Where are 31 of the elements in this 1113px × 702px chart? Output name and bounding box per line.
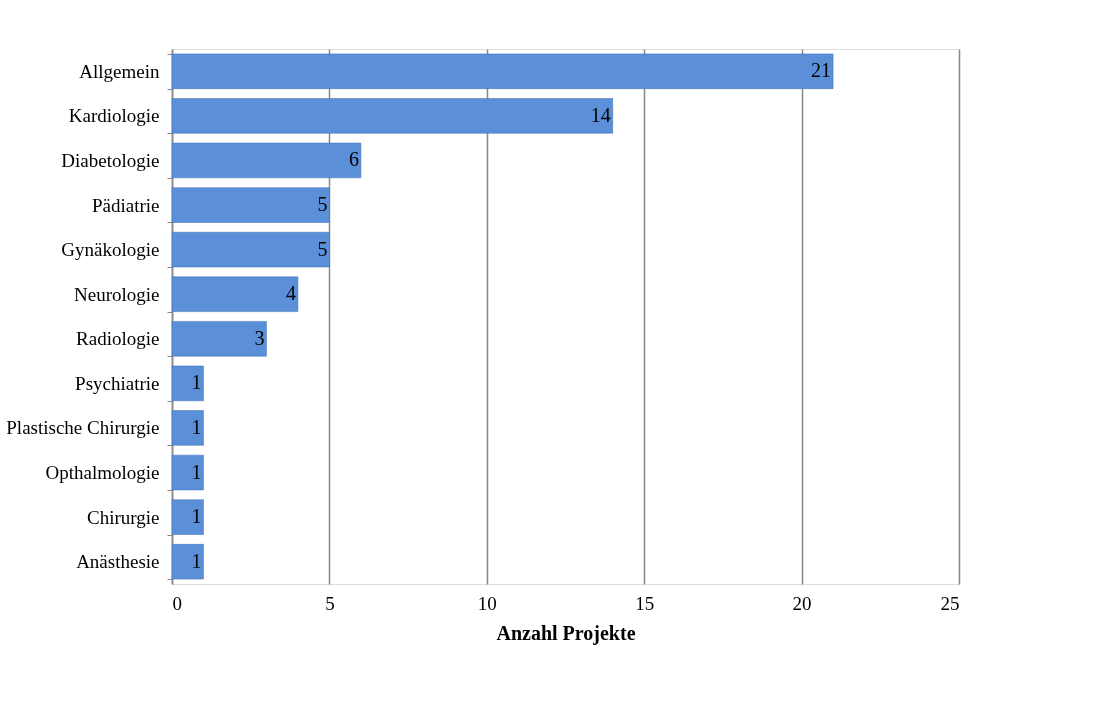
data-label: 14 [590,103,611,126]
y-tick-label: Kardiologie [68,105,160,127]
y-tick-label: Chirurgie [87,506,160,528]
data-label: 1 [191,505,202,528]
data-label: 1 [191,371,202,394]
data-label: 1 [191,549,202,572]
data-label: 6 [348,148,359,171]
y-tick-label: Psychiatrie [75,372,160,394]
data-label: 5 [317,237,328,260]
data-label: 21 [811,59,832,82]
x-tick-label: 5 [325,592,335,614]
y-tick-label: Pädiatrie [91,194,160,216]
x-tick-label: 25 [940,592,960,614]
y-tick-label: Diabetologie [61,149,160,171]
x-tick-label: 15 [635,592,655,614]
data-label: 4 [285,282,296,305]
y-tick-label: Opthalmologie [45,462,160,484]
data-label: 5 [317,193,328,216]
y-tick-label: Allgemein [79,60,160,82]
y-tick-label: Neurologie [74,283,160,305]
x-tick-label: 0 [172,592,182,614]
y-tick-label: Plastische Chirurgie [6,417,160,439]
data-label: 1 [191,460,202,483]
x-tick-label: 20 [792,592,812,614]
data-label: 3 [254,326,265,349]
x-tick-label: 10 [477,592,497,614]
y-tick-label: Gynäkologie [61,239,160,261]
y-tick-label: Radiologie [76,328,160,350]
data-label: 1 [191,415,202,438]
x-axis-title: Anzahl Projekte [496,621,636,645]
y-tick-label: Anästhesie [76,551,160,573]
